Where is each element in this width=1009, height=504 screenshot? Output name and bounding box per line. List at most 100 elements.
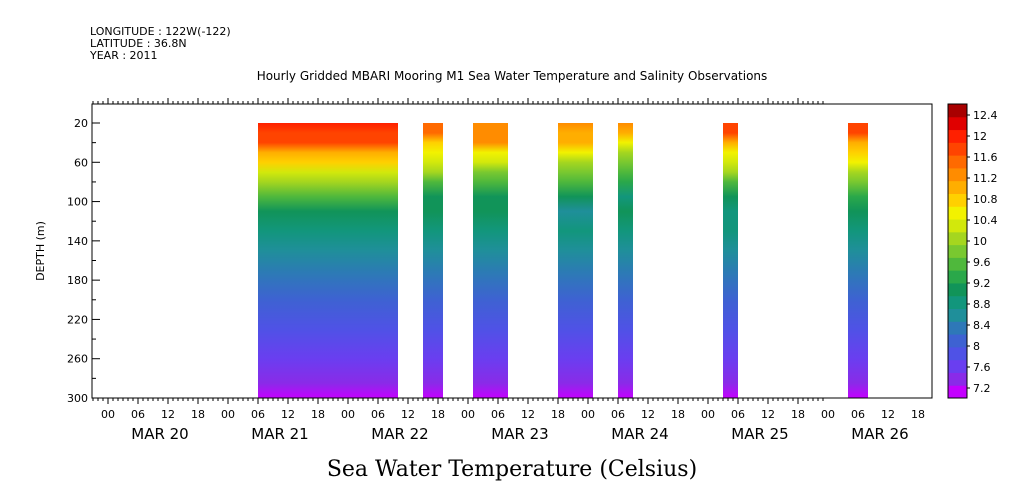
colorbar-swatch	[948, 193, 967, 207]
colorbar-tick-label: 8.8	[973, 298, 991, 311]
year-label: YEAR : 2011	[89, 49, 158, 62]
y-tick-label: 220	[67, 313, 88, 326]
colorbar-swatch	[948, 295, 967, 310]
x-date-label: MAR 23	[491, 425, 548, 443]
x-hour-label: 18	[911, 408, 925, 421]
colorbar-tick-label: 8.4	[973, 319, 991, 332]
colorbar-tick-label: 9.2	[973, 277, 991, 290]
colorbar-swatch	[948, 219, 967, 233]
chart-title: Hourly Gridded MBARI Mooring M1 Sea Wate…	[257, 69, 768, 83]
x-hour-label: 12	[401, 408, 415, 421]
x-hour-label: 12	[161, 408, 175, 421]
x-hour-label: 12	[521, 408, 535, 421]
x-hour-label: 18	[311, 408, 325, 421]
data-segment-6	[848, 123, 868, 398]
colorbar-swatch	[948, 270, 967, 284]
data-segment-3	[558, 123, 593, 398]
colorbar-tick-label: 10.8	[973, 193, 998, 206]
y-tick-label: 20	[74, 117, 88, 130]
x-hour-label: 06	[491, 408, 505, 421]
data-segment-4	[618, 123, 633, 398]
colorbar-frame	[947, 103, 968, 399]
colorbar-swatch	[948, 206, 967, 220]
data-segment-2	[473, 123, 508, 398]
x-hour-label: 00	[581, 408, 595, 421]
colorbar-tick-label: 11.2	[973, 172, 998, 185]
x-hour-label: 00	[221, 408, 235, 421]
y-tick-label: 100	[67, 196, 88, 209]
colorbar-tick-label: 7.6	[973, 361, 991, 374]
x-hour-label: 00	[101, 408, 115, 421]
colorbar-swatch	[948, 180, 967, 194]
y-tick-label: 260	[67, 353, 88, 366]
x-hour-label: 12	[761, 408, 775, 421]
x-hour-label: 18	[431, 408, 445, 421]
colorbar-swatch	[948, 129, 967, 143]
x-hour-label: 12	[641, 408, 655, 421]
colorbar-tick-label: 11.6	[973, 151, 998, 164]
x-hour-label: 06	[371, 408, 385, 421]
x-hour-label: 18	[791, 408, 805, 421]
x-hour-label: 12	[881, 408, 895, 421]
x-hour-label: 06	[611, 408, 625, 421]
data-layer	[258, 123, 868, 398]
colorbar-tick-label: 9.6	[973, 256, 991, 269]
x-hour-label: 06	[731, 408, 745, 421]
x-hour-label: 12	[281, 408, 295, 421]
x-date-label: MAR 25	[731, 425, 788, 443]
colorbar-swatch	[948, 359, 967, 373]
data-segment-0	[258, 123, 398, 398]
colorbar-swatch	[948, 321, 967, 335]
colorbar-swatch	[948, 385, 967, 399]
y-tick-label: 140	[67, 235, 88, 248]
colorbar-swatch	[948, 282, 967, 297]
x-date-label: MAR 22	[371, 425, 428, 443]
colorbar-swatch	[948, 104, 967, 118]
colorbar-swatch	[948, 155, 967, 169]
colorbar-tick-label: 7.2	[973, 382, 991, 395]
colorbar-swatch	[948, 308, 967, 322]
x-date-label: MAR 26	[851, 425, 908, 443]
colorbar-swatch	[948, 334, 967, 348]
longitude-label: LONGITUDE : 122W(-122)	[90, 25, 231, 38]
x-hour-label: 00	[821, 408, 835, 421]
colorbar-tick-label: 8	[973, 340, 980, 353]
x-hour-label: 18	[671, 408, 685, 421]
colorbar-swatch	[948, 346, 967, 361]
latitude-label: LATITUDE : 36.8N	[90, 37, 187, 50]
y-tick-label: 180	[67, 274, 88, 287]
colorbar-swatch	[948, 257, 967, 271]
data-segment-5	[723, 123, 738, 398]
plot-frame	[91, 103, 933, 399]
x-hour-label: 18	[191, 408, 205, 421]
x-hour-label: 00	[341, 408, 355, 421]
colorbar-swatch	[948, 142, 967, 156]
colorbar-swatch	[948, 372, 967, 386]
x-date-label: MAR 20	[131, 425, 188, 443]
x-axis: 00 06 12 18 00 06 12 18 00 06 12 18 00 06 12 18 00 06 12 18…	[92, 98, 925, 443]
y-tick-label: 60	[74, 156, 88, 169]
x-date-label: MAR 21	[251, 425, 308, 443]
x-hour-label: 06	[131, 408, 145, 421]
x-hour-label: 00	[701, 408, 715, 421]
colorbar-tick-label: 12	[973, 130, 987, 143]
colorbar-swatch	[948, 167, 967, 182]
x-date-label: MAR 24	[611, 425, 668, 443]
data-segment-1	[423, 123, 443, 398]
colorbar-tick-label: 12.4	[973, 109, 998, 122]
colorbar-swatch	[948, 116, 967, 131]
colorbar-swatch	[948, 244, 967, 258]
colorbar-swatch	[948, 231, 967, 246]
colorbar-label: Sea Water Temperature (Celsius)	[327, 457, 697, 482]
y-tick-label: 300	[67, 392, 88, 405]
x-hour-label: 06	[251, 408, 265, 421]
colorbar-tick-label: 10	[973, 235, 987, 248]
colorbar: 12.4 12 11.6 11.2 10.8 10.4 10 9.6 9.2 8.8 8.4 8 7.6…	[947, 103, 998, 399]
y-axis: 20 60 100 140 180 220 260 300	[67, 117, 100, 405]
x-hour-label: 18	[551, 408, 565, 421]
x-hour-label: 06	[851, 408, 865, 421]
y-axis-label: DEPTH (m)	[34, 221, 47, 281]
x-hour-label: 00	[461, 408, 475, 421]
colorbar-tick-label: 10.4	[973, 214, 998, 227]
